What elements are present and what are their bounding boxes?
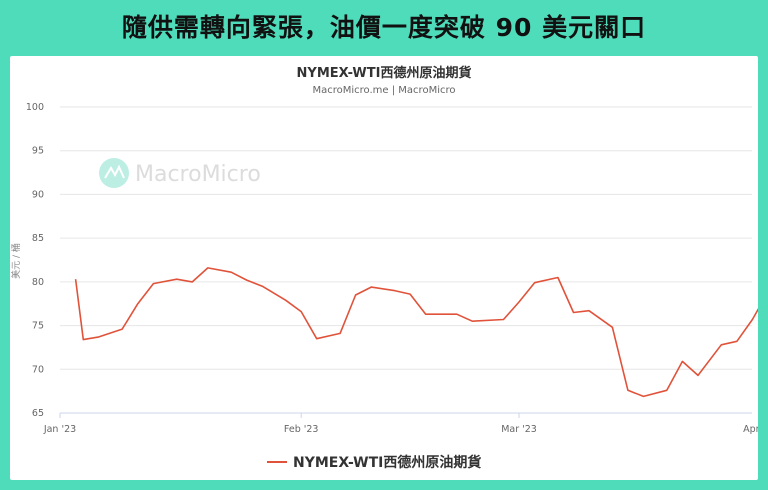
- x-tick-label: Jan '23: [43, 424, 76, 435]
- grid: [60, 106, 752, 414]
- chart-subtitle: MacroMicro.me | MacroMicro: [313, 85, 456, 96]
- y-tick-label: 65: [32, 408, 44, 419]
- y-tick-label: 75: [32, 321, 44, 332]
- watermark-logo-mark: [104, 164, 125, 179]
- y-tick-label: 90: [32, 189, 44, 200]
- price-chart: NYMEX-WTI西德州原油期貨 MacroMicro.me | MacroMi…: [10, 65, 758, 471]
- y-tick-label: 70: [32, 364, 44, 375]
- y-tick-label: 80: [32, 277, 44, 288]
- x-tick-label: Mar '23: [501, 424, 537, 435]
- series-line: [74, 267, 758, 398]
- y-tick-label: 100: [26, 102, 44, 113]
- chart-title: NYMEX-WTI西德州原油期貨: [297, 65, 472, 81]
- x-tick-label: Feb '23: [284, 424, 319, 435]
- x-tick-label: Apr '23: [743, 424, 758, 435]
- legend-label: NYMEX-WTI西德州原油期貨: [293, 454, 481, 471]
- chart-card: NYMEX-WTI西德州原油期貨 MacroMicro.me | MacroMi…: [10, 56, 758, 480]
- y-axis-label: 美元 / 桶: [10, 243, 22, 279]
- watermark-text: MacroMicro: [135, 162, 261, 187]
- y-tick-label: 95: [32, 146, 44, 157]
- watermark: MacroMicro: [99, 158, 261, 188]
- y-axis: 65 70 75 80 85 90 95 100: [26, 102, 44, 419]
- headline: 隨供需轉向緊張，油價一度突破 90 美元關口: [121, 13, 647, 42]
- y-tick-label: 85: [32, 233, 44, 244]
- legend[interactable]: NYMEX-WTI西德州原油期貨: [267, 454, 481, 471]
